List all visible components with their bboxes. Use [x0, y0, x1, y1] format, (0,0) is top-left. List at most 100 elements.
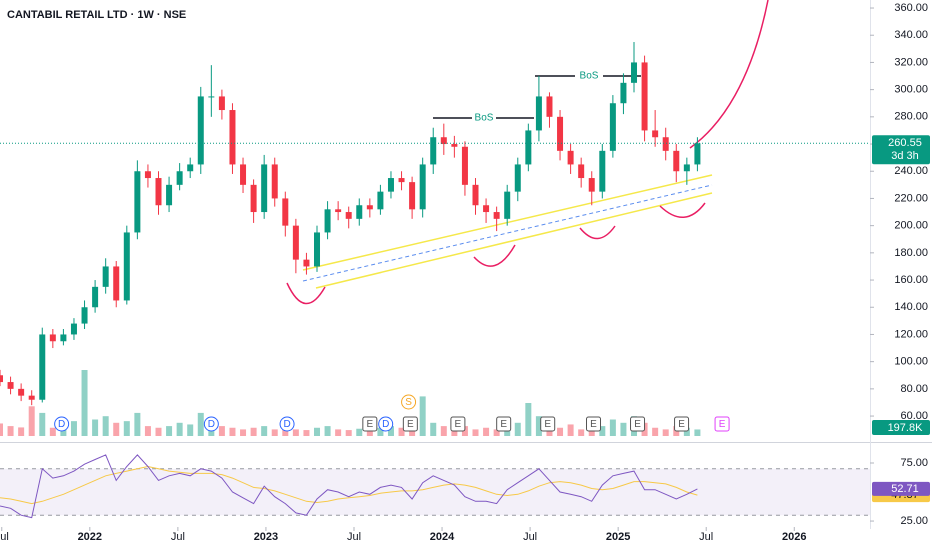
volume-bar — [493, 429, 500, 436]
volume-bar — [483, 427, 490, 436]
event-label: D — [208, 419, 215, 430]
channel-mid — [302, 184, 713, 282]
y-tick-label: 180.00 — [894, 247, 928, 259]
volume-bar — [18, 427, 25, 436]
candle-body — [567, 150, 574, 165]
x-tick-label: Jul — [699, 531, 713, 543]
candle-body — [504, 191, 511, 219]
candle-body — [18, 388, 25, 396]
volume-bar — [599, 426, 606, 436]
candle-body — [208, 96, 215, 98]
event-marker — [674, 416, 690, 432]
candle-body — [197, 96, 204, 165]
candle-body — [683, 164, 690, 172]
volume-bar — [28, 406, 35, 436]
volume-bar — [377, 427, 384, 436]
volume-bar — [218, 426, 225, 436]
volume-bar — [261, 426, 268, 436]
event-label: E — [455, 419, 462, 430]
rsi-ma-line — [0, 465, 698, 505]
volume-bar — [366, 429, 373, 436]
candle-body — [81, 307, 88, 324]
volume-bar — [451, 427, 458, 436]
candle-body — [250, 184, 257, 213]
volume-bar — [314, 427, 321, 436]
candle-body — [387, 178, 394, 192]
candle-body — [599, 150, 606, 192]
volume-bar — [694, 429, 701, 436]
volume-bar — [7, 426, 14, 436]
candle-body — [176, 171, 183, 185]
volume-bar — [652, 427, 659, 436]
candle-body — [409, 182, 416, 210]
chart-title: CANTABIL RETAIL LTD · 1W · NSE — [7, 9, 186, 21]
volume-bar — [387, 426, 394, 436]
volume-bar — [292, 429, 299, 436]
event-label: E — [500, 419, 507, 430]
candle-body — [7, 382, 14, 389]
volume-bar — [176, 422, 183, 436]
y-tick-label: 100.00 — [894, 356, 928, 368]
candle-body — [102, 266, 109, 287]
volume-bar — [557, 427, 564, 436]
candle-body — [557, 116, 564, 151]
candle-body — [631, 62, 638, 83]
event-label: D — [58, 419, 65, 430]
volume-bar — [472, 429, 479, 436]
annotation: BoS — [580, 71, 599, 82]
volume-bar — [683, 427, 690, 436]
candle-body — [123, 232, 130, 301]
candle-body — [28, 395, 35, 400]
volume-bar — [303, 430, 310, 436]
volume-bar — [282, 427, 289, 436]
event-marker — [203, 416, 219, 432]
candle-body — [60, 334, 67, 342]
candle-body — [324, 209, 331, 233]
candle-body — [493, 212, 500, 219]
event-marker — [496, 416, 512, 432]
background-layer — [0, 0, 932, 529]
candle-body — [49, 334, 56, 342]
volume-bar — [535, 416, 542, 436]
event-label: D — [283, 419, 290, 430]
y-tick-label: 340.00 — [894, 29, 928, 41]
event-marker — [450, 416, 466, 432]
event-label: E — [590, 419, 597, 430]
candle-body — [92, 286, 99, 308]
volume-bar — [409, 429, 416, 436]
volume-bar — [514, 422, 521, 436]
candle-body — [673, 150, 680, 172]
rsi-line-value-label: 52.71 — [891, 483, 919, 495]
candle-body — [525, 130, 532, 165]
volume-bar — [398, 427, 405, 436]
event-marker — [714, 416, 730, 432]
volume-bar — [525, 403, 532, 436]
last-price-label: 260.55 — [888, 137, 922, 149]
volume-bar — [419, 396, 426, 436]
candles — [0, 42, 701, 406]
candle-body — [398, 178, 405, 183]
volume-bar — [324, 426, 331, 436]
volume-bar — [102, 416, 109, 436]
event-marker — [362, 416, 378, 432]
candle-body — [535, 96, 542, 131]
y-tick-label: 280.00 — [894, 111, 928, 123]
event-marker — [54, 416, 70, 432]
x-tick-label: 2026 — [782, 531, 806, 543]
candle-body — [144, 171, 151, 179]
candle-body — [440, 137, 447, 145]
arc — [659, 202, 706, 218]
event-label: E — [634, 419, 641, 430]
volume-bar — [250, 427, 257, 436]
candle-body — [70, 323, 77, 335]
volume-bar — [229, 427, 236, 436]
candle-body — [620, 82, 627, 104]
candle-body — [303, 259, 310, 267]
event-marker — [630, 416, 646, 432]
volume-bar — [49, 427, 56, 436]
volume-value-label: 197.8K — [888, 422, 924, 434]
volume-value-box — [872, 420, 930, 435]
candle-body — [430, 137, 437, 165]
candle-body — [451, 144, 458, 147]
